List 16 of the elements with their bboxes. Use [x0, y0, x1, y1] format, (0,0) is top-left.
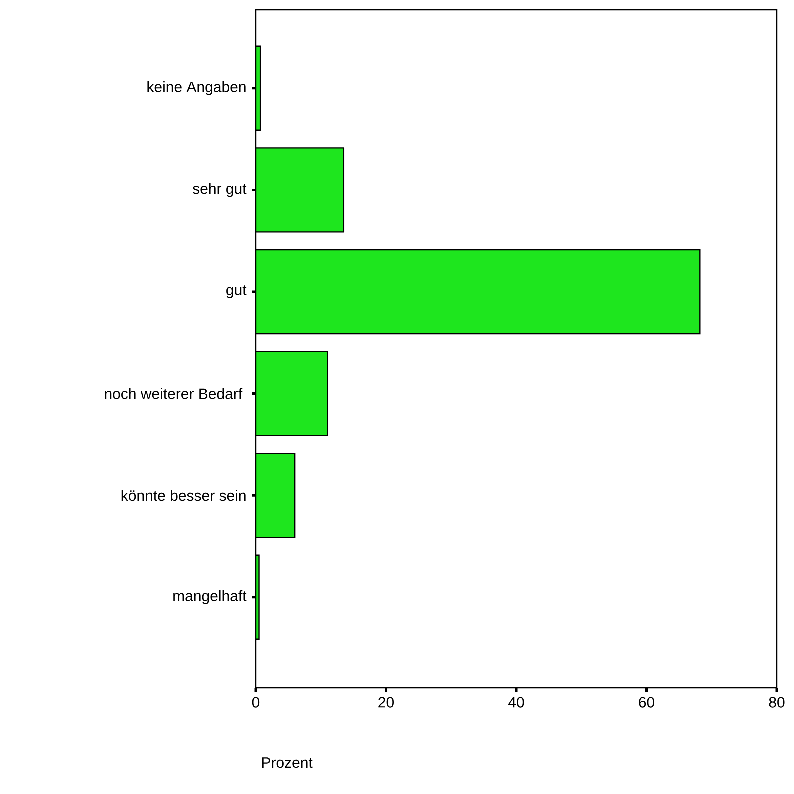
y-tick-label: keine Angaben — [148, 81, 246, 96]
bar — [256, 351, 328, 436]
y-tick-label: könnte besser sein — [122, 490, 246, 502]
x-tick-label: 20 — [378, 697, 394, 708]
y-tick-label: sehr gut — [193, 183, 247, 198]
bar — [256, 148, 345, 233]
bar — [256, 249, 701, 335]
y-tick-label: gut — [226, 286, 247, 298]
x-tick-label: 0 — [252, 697, 260, 708]
x-tick-label: 60 — [639, 697, 654, 708]
x-axis-title: Prozent — [262, 758, 313, 768]
x-tick-label: 80 — [769, 697, 785, 708]
y-tick-label: mangelhaft — [174, 590, 247, 604]
y-tick-label: noch weiterer Bedarf — [105, 388, 243, 400]
x-tick-label: 40 — [508, 697, 524, 708]
bar — [256, 453, 296, 538]
